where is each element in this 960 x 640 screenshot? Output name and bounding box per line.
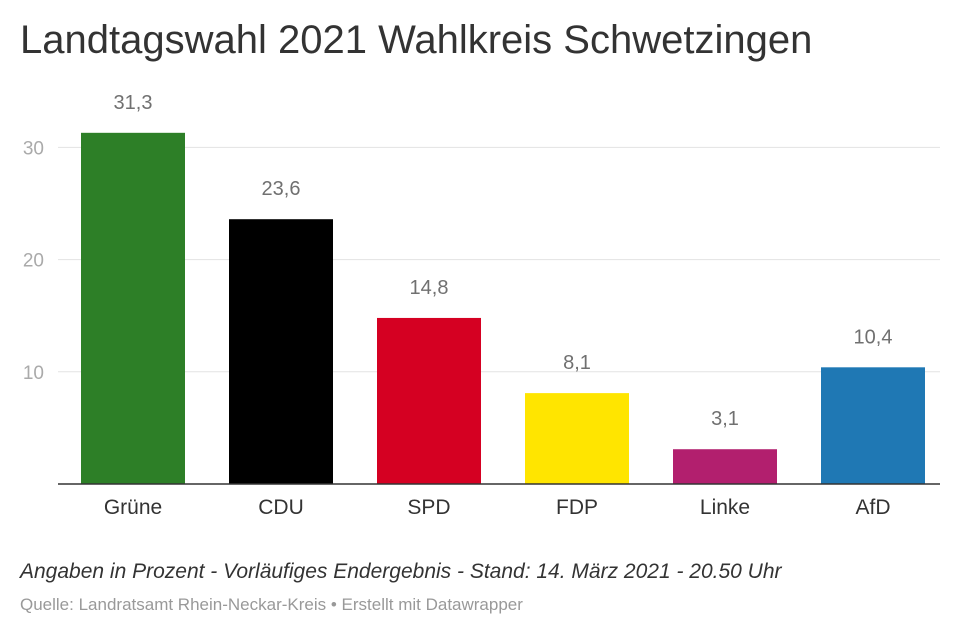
bar-cdu: [229, 219, 333, 484]
x-tick-label: FDP: [556, 496, 598, 519]
x-tick-label: CDU: [258, 496, 304, 519]
y-tick-label: 20: [23, 251, 44, 272]
value-label: 31,3: [114, 92, 153, 114]
bars: [81, 132, 925, 484]
value-label: 8,1: [563, 352, 591, 374]
gridlines: [58, 146, 940, 373]
bar-grüne: [81, 132, 185, 484]
chart-source: Quelle: Landratsamt Rhein-Neckar-Kreis •…: [20, 595, 523, 614]
bar-linke: [673, 449, 777, 484]
value-label: 3,1: [711, 408, 739, 430]
labels: 10 20 30 31,3 Grüne 23,6 CDU 14,8 SPD 8,1 FDP 3,1 Li…: [23, 92, 893, 519]
value-label: 14,8: [410, 277, 449, 299]
chart-title: Landtagswahl 2021 Wahlkreis Schwetzingen: [20, 18, 813, 62]
x-tick-label: SPD: [407, 496, 450, 519]
y-tick-label: 30: [23, 138, 44, 159]
value-label: 10,4: [854, 326, 893, 348]
x-tick-label: Linke: [700, 496, 750, 519]
x-tick-label: Grüne: [104, 496, 162, 519]
bar-spd: [377, 317, 481, 484]
bar-afd: [821, 367, 925, 484]
chart-note: Angaben in Prozent - Vorläufiges Enderge…: [20, 560, 782, 583]
bar-fdp: [525, 393, 629, 484]
value-label: 23,6: [262, 178, 301, 200]
x-tick-label: AfD: [855, 496, 890, 519]
y-tick-label: 10: [23, 363, 44, 384]
